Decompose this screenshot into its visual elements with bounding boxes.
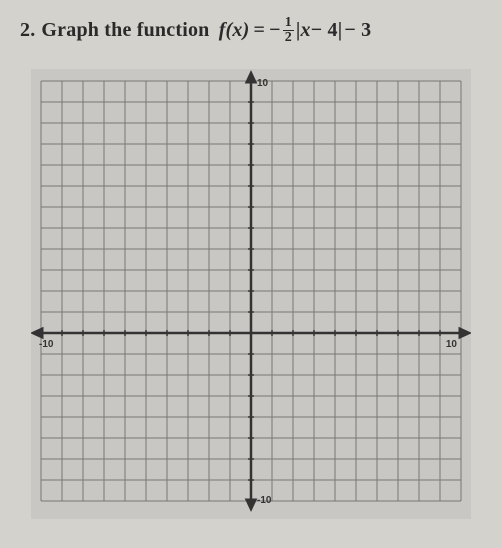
question-stem: Graph the function	[41, 19, 209, 42]
fraction-denominator: 2	[283, 31, 294, 45]
function-expression: f(x) = − 1 2 | x − 4 | − 3	[213, 16, 371, 45]
function-name: f(x)	[219, 19, 250, 42]
question-number: 2.	[20, 19, 35, 42]
inner-term: − 4	[311, 19, 338, 42]
variable-x: x	[301, 19, 311, 42]
grid-svg: 10 -10 -10 10	[31, 69, 471, 519]
one-half-fraction: 1 2	[283, 16, 294, 45]
svg-text:-10: -10	[257, 495, 272, 506]
abs-close: |	[338, 19, 343, 42]
svg-text:10: 10	[446, 339, 458, 350]
equals-sign: =	[253, 19, 265, 42]
leading-negative: −	[269, 19, 281, 42]
trailing-term: − 3	[344, 19, 371, 42]
svg-text:-10: -10	[39, 339, 54, 350]
question-prompt: 2. Graph the function f(x) = − 1 2 | x −…	[20, 16, 482, 45]
fraction-numerator: 1	[283, 16, 294, 31]
coordinate-grid: 10 -10 -10 10	[31, 69, 471, 519]
svg-text:10: 10	[257, 78, 269, 89]
